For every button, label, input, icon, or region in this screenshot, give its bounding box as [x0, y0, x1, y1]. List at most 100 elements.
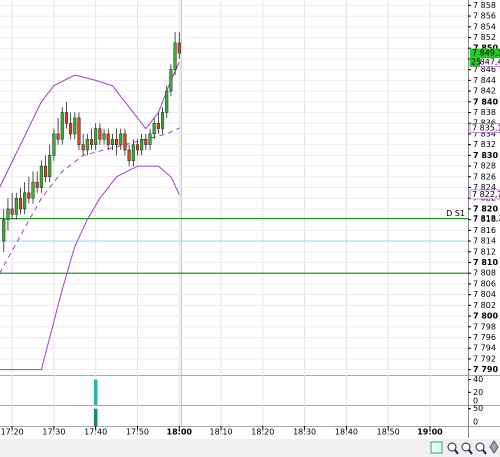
y-tick-label: 7 794: [473, 344, 496, 353]
last-price-bg: [470, 48, 500, 58]
candle-body: [119, 133, 123, 145]
candle-body: [48, 155, 52, 178]
candle-body: [123, 133, 127, 151]
tool-zoom-out[interactable]: [461, 442, 473, 455]
y-tick-label: 7 856: [473, 12, 496, 21]
y-tick-label: 7 814: [473, 237, 496, 246]
y-tick-label: 7 828: [473, 162, 496, 171]
tool-chart[interactable]: [430, 441, 443, 454]
x-tick-label: 18:30: [293, 428, 316, 437]
candle-body: [94, 128, 98, 145]
candle-body: [89, 139, 94, 145]
y-tick-label: 7 792: [473, 354, 496, 363]
candle-body: [60, 112, 64, 140]
last-price-label: 7 849,1: [472, 49, 500, 58]
candle-body: [52, 133, 56, 156]
candle-body: [85, 139, 89, 151]
y-tick-label: 50: [473, 404, 483, 413]
candle-body: [127, 149, 131, 161]
y-tick-label: 7 824: [473, 183, 496, 192]
candle-body: [173, 42, 177, 70]
candle-body: [165, 90, 169, 113]
y-tick-label: 7 810: [473, 258, 498, 267]
y-tick-label: 7 858: [473, 1, 496, 10]
candle-body: [69, 122, 73, 135]
last-value-label: 0: [473, 418, 478, 427]
candle-body: [110, 139, 114, 145]
y-tick-label: 40: [473, 375, 483, 384]
candle-body: [140, 139, 144, 151]
level-name: D S1: [446, 209, 465, 218]
candle-body: [148, 133, 152, 145]
candle-body: [31, 181, 35, 199]
x-tick-label: 17:40: [84, 428, 107, 437]
candle-body: [152, 122, 156, 135]
x-tick-label: 18:20: [251, 428, 274, 437]
y-tick-label: 7 850: [473, 44, 498, 53]
band-label: 7 822,7: [472, 190, 500, 199]
tool-icon[interactable]: [430, 441, 443, 454]
tool-zoom-in[interactable]: [447, 442, 459, 455]
x-tick-label: 17:50: [126, 428, 149, 437]
y-tick-label: 7 790: [473, 365, 498, 374]
toolbar-bg: [0, 439, 500, 457]
x-tick-label: 18:50: [377, 428, 400, 437]
y-tick-label: 7 818: [473, 215, 496, 224]
candle-body: [10, 208, 14, 215]
tool-icon[interactable]: [447, 442, 457, 452]
candle-body: [27, 192, 31, 199]
candle-body: [64, 112, 68, 124]
candle-body: [131, 144, 135, 161]
y-tick-label: 7 798: [473, 322, 496, 331]
y-tick-label: 7 826: [473, 172, 496, 181]
candle-body: [98, 128, 102, 140]
candle-body: [2, 219, 6, 242]
candle-body: [115, 139, 119, 145]
x-tick-label: 17:30: [42, 428, 65, 437]
candle-body: [23, 192, 27, 210]
x-tick-label: 17:20: [1, 428, 24, 437]
candle-body: [73, 117, 77, 135]
candle-body: [177, 42, 181, 54]
band-line: [0, 61, 180, 188]
toolbar: [0, 439, 500, 457]
y-tick-label: 7 816: [473, 226, 496, 235]
candle-body: [43, 165, 48, 178]
candle-body: [144, 139, 148, 145]
candle-body: [135, 144, 140, 151]
tool-icon[interactable]: [454, 449, 459, 455]
y-tick-label: 7 840: [473, 97, 498, 106]
tool-icon[interactable]: [468, 449, 473, 455]
y-tick-label: 7 834: [473, 129, 496, 138]
band-line: [0, 127, 180, 274]
y-tick-label: 7 844: [473, 76, 496, 85]
volume-bar: [93, 408, 98, 426]
candle-body: [81, 144, 85, 151]
tool-icon[interactable]: [461, 442, 471, 452]
y-tick-label: 7 796: [473, 333, 496, 342]
y-tick-label: 7 806: [473, 279, 496, 288]
candle-body: [156, 122, 160, 129]
tool-icon[interactable]: [475, 442, 485, 452]
y-tick-label: 7 832: [473, 140, 496, 149]
candle-body: [39, 165, 43, 188]
x-tick-label: 18:10: [210, 428, 233, 437]
y-tick-label: 7 800: [473, 312, 498, 321]
band-line: [0, 165, 180, 371]
y-tick-label: 7 812: [473, 247, 496, 256]
y-tick-label: 7 854: [473, 22, 496, 31]
y-tick-label: 7 804: [473, 290, 496, 299]
tool-icon[interactable]: [482, 449, 487, 455]
tool-icon[interactable]: [489, 440, 499, 454]
tool-zoom-fit[interactable]: [475, 442, 487, 455]
tool-move[interactable]: [489, 440, 499, 454]
candle-body: [56, 133, 60, 140]
y-tick-label: 7 820: [473, 204, 498, 213]
y-tick-label: 7 802: [473, 301, 496, 310]
candle-body: [169, 69, 173, 92]
x-tick-label: 18:40: [335, 428, 358, 437]
y-tick-label: 7 830: [473, 151, 498, 160]
candle-body: [102, 133, 106, 140]
